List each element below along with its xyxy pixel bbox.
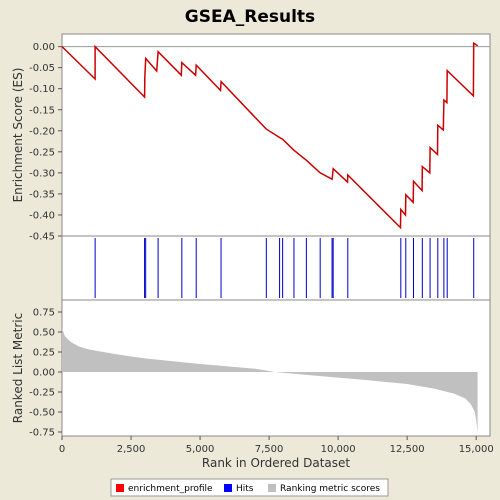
x-tick-label: 0 [59, 444, 65, 455]
x-tick-label: 10,000 [321, 444, 356, 455]
x-tick-label: 5,000 [186, 444, 215, 455]
legend-label-metric: Ranking metric scores [280, 484, 380, 494]
legend-swatch-hits [224, 484, 232, 492]
x-tick-label: 2,500 [117, 444, 146, 455]
legend-label-hits: Hits [236, 484, 254, 494]
legend-box [110, 478, 389, 497]
chart-title: GSEA_Results [185, 7, 315, 27]
ranking-metric-area [62, 328, 478, 433]
metric-y-tick-label: -0.50 [29, 408, 55, 419]
es-y-tick-label: -0.35 [29, 189, 55, 200]
metric-y-tick-label: 0.75 [33, 308, 55, 319]
metric-y-tick-label: 0.25 [33, 348, 55, 359]
es-y-tick-label: -0.25 [29, 147, 55, 158]
metric-y-tick-label: 0.00 [33, 368, 55, 379]
legend-swatch-metric [268, 484, 276, 492]
es-y-tick-label: 0.00 [33, 42, 55, 53]
x-tick-label: 12,500 [390, 444, 425, 455]
es-y-tick-label: -0.10 [29, 84, 55, 95]
metric-y-tick-label: -0.75 [29, 428, 55, 439]
metric-y-axis-label: Ranked List Metric [11, 313, 25, 423]
hits-plot-area [61, 235, 491, 301]
es-y-tick-label: -0.05 [29, 63, 55, 74]
hits-panel [61, 235, 491, 301]
metric-y-tick-label: 0.50 [33, 328, 55, 339]
es-y-tick-label: -0.20 [29, 126, 55, 137]
enrichment-profile-line [61, 41, 479, 230]
metric-y-tick-label: -0.25 [29, 388, 55, 399]
x-tick-label: 15,000 [459, 444, 494, 455]
es-y-tick-label: -0.30 [29, 168, 55, 179]
x-axis-label: Rank in Ordered Dataset [202, 456, 350, 470]
es-y-axis-label: Enrichment Score (ES) [11, 68, 25, 203]
es-y-tick-label: -0.45 [29, 232, 55, 243]
metric-panel: 0.75 0.50 0.25 0.00 -0.25 -0.50 -0.75 Ranked L… [11, 299, 491, 439]
legend: enrichment_profile Hits Ranking metric s… [110, 478, 389, 497]
es-y-tick-label: -0.40 [29, 210, 55, 221]
legend-swatch-profile [116, 484, 124, 492]
legend-label-profile: enrichment_profile [128, 484, 213, 494]
x-tick-label: 7,500 [255, 444, 284, 455]
es-panel: 0.00 -0.05 -0.10 -0.15 -0.20 -0.25 -0.30 -0.35 -… [11, 33, 491, 243]
es-y-tick-label: -0.15 [29, 105, 55, 116]
